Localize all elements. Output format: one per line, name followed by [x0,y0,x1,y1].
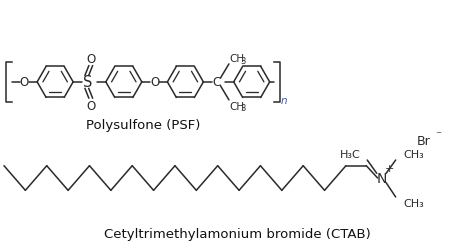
Text: Br: Br [417,134,431,147]
Text: O: O [150,76,159,89]
Text: O: O [86,52,95,66]
Text: CH₃: CH₃ [403,198,424,208]
Text: H₃C: H₃C [340,150,361,160]
Text: S: S [83,75,92,90]
Text: N: N [376,171,387,185]
Text: ⁻: ⁻ [435,128,441,141]
Text: n: n [281,96,287,106]
Text: C: C [212,76,221,89]
Text: 3: 3 [240,104,246,113]
Text: CH₃: CH₃ [403,150,424,160]
Text: O: O [20,76,29,89]
Text: +: + [385,163,395,173]
Text: Polysulfone (PSF): Polysulfone (PSF) [86,118,200,132]
Text: CH: CH [229,101,245,111]
Text: CH: CH [229,54,245,64]
Text: 3: 3 [240,57,246,66]
Text: Cetyltrimethylamonium bromide (CTAB): Cetyltrimethylamonium bromide (CTAB) [104,227,370,240]
Text: O: O [86,100,95,112]
